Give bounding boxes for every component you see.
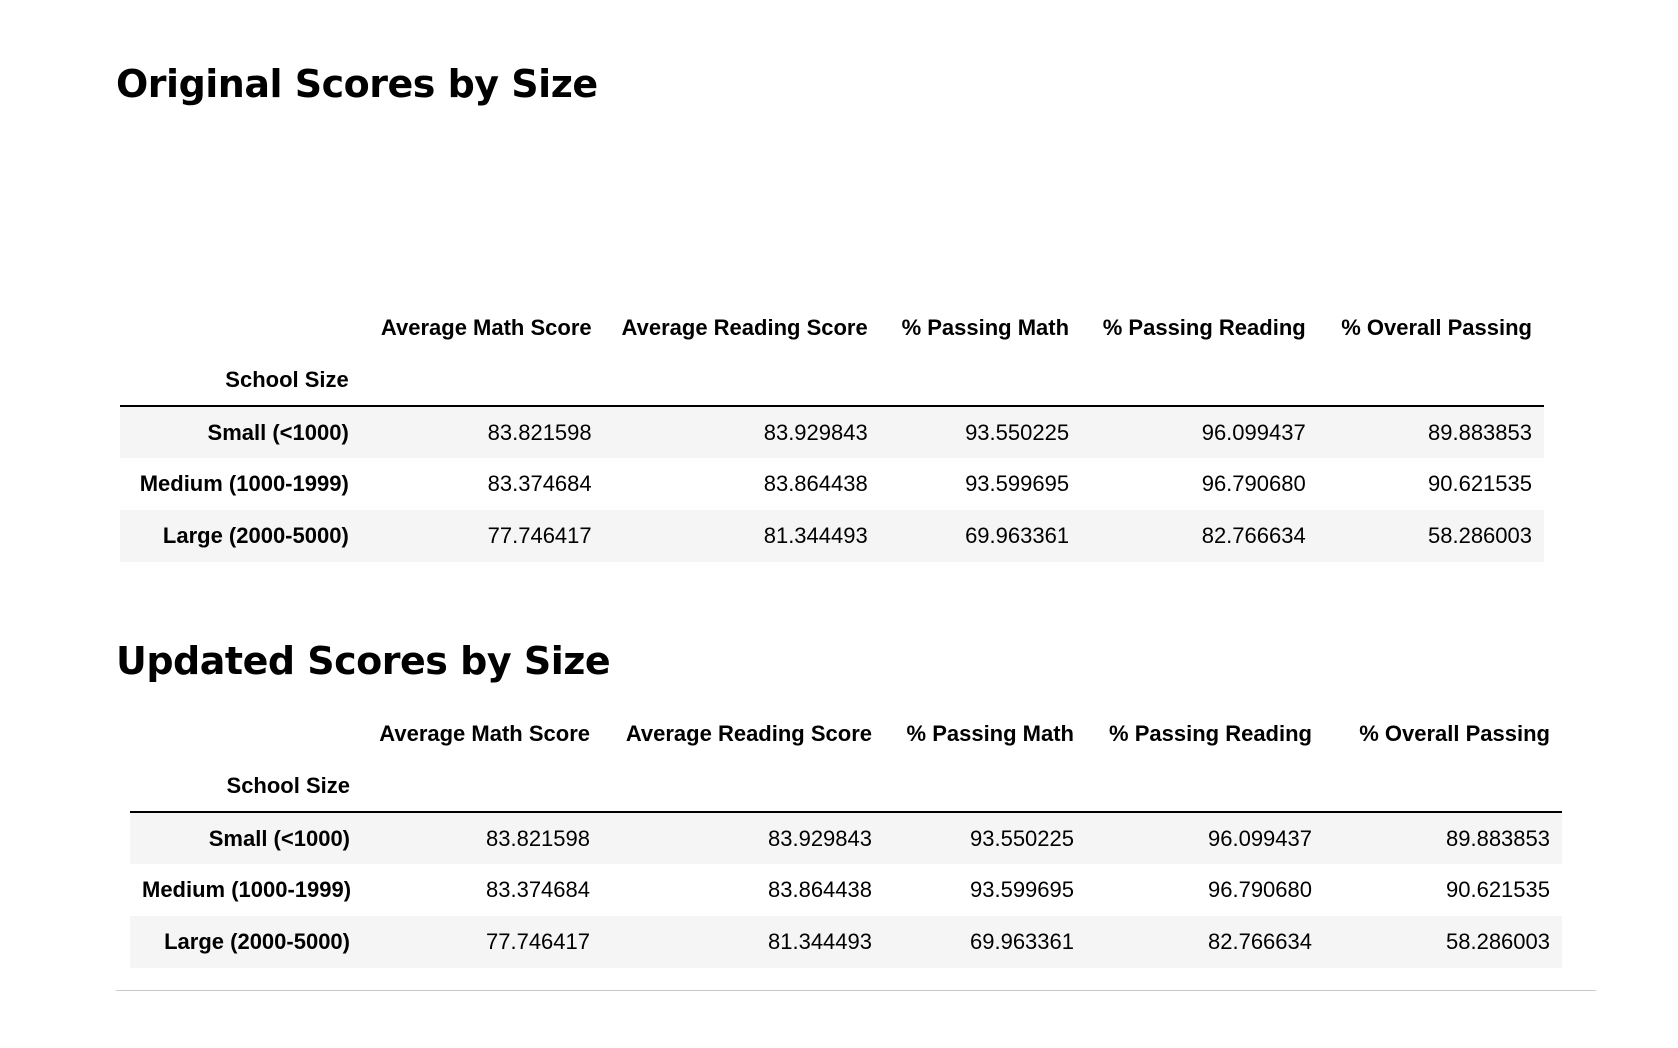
index-header-blank bbox=[130, 708, 362, 760]
row-label: Large (2000-5000) bbox=[164, 929, 350, 954]
table-cell: 93.550225 bbox=[965, 419, 1070, 445]
row-label: Medium (1000-1999) bbox=[139, 471, 349, 496]
table-cell: 93.599695 bbox=[970, 877, 1074, 902]
row-label: Medium (1000-1999) bbox=[142, 877, 352, 902]
table-cell: 81.344493 bbox=[763, 523, 868, 548]
table-cell: 83.374684 bbox=[487, 471, 592, 496]
index-name-header: School Size bbox=[120, 354, 361, 407]
row-label: Small (<1000) bbox=[207, 419, 349, 445]
column-header: Average Reading Score bbox=[625, 721, 872, 746]
original-scores-heading: Original Scores by Size bbox=[116, 62, 598, 106]
table-cell: 82.766634 bbox=[1201, 523, 1306, 548]
table-cell: 69.963361 bbox=[965, 523, 1070, 548]
index-name-header: School Size bbox=[130, 760, 362, 813]
table-cell: 82.766634 bbox=[1208, 929, 1312, 954]
table-cell: 58.286003 bbox=[1428, 523, 1532, 548]
table-cell: 77.746417 bbox=[487, 523, 592, 548]
table-row: Large (2000-5000) 77.746417 81.344493 69… bbox=[130, 916, 1562, 968]
row-label: Large (2000-5000) bbox=[162, 523, 349, 548]
table-cell: 83.821598 bbox=[486, 825, 590, 851]
table-cell: 83.864438 bbox=[768, 877, 872, 902]
table-cell: 83.864438 bbox=[763, 471, 868, 496]
table-cell: 93.550225 bbox=[970, 825, 1074, 851]
column-header: Average Reading Score bbox=[621, 315, 868, 340]
row-label: Small (<1000) bbox=[208, 825, 350, 851]
column-header: % Passing Reading bbox=[1109, 721, 1312, 746]
table-cell: 89.883853 bbox=[1446, 825, 1550, 851]
table-cell: 96.099437 bbox=[1201, 419, 1306, 445]
table-cell: 77.746417 bbox=[486, 929, 590, 954]
index-header-blank bbox=[120, 302, 361, 354]
table-cell: 90.621535 bbox=[1446, 877, 1550, 902]
table-cell: 83.374684 bbox=[486, 877, 590, 902]
table-row: Small (<1000) 83.821598 83.929843 93.550… bbox=[130, 812, 1562, 864]
table-cell: 96.099437 bbox=[1208, 825, 1312, 851]
column-header: % Passing Reading bbox=[1102, 315, 1306, 340]
table-cell: 93.599695 bbox=[965, 471, 1070, 496]
column-header: Average Math Score bbox=[380, 315, 592, 340]
table-cell: 89.883853 bbox=[1428, 419, 1532, 445]
table-cell: 58.286003 bbox=[1446, 929, 1550, 954]
table-cell: 83.929843 bbox=[768, 825, 872, 851]
updated-scores-table: Average Math Score Average Reading Score… bbox=[130, 708, 1562, 968]
table-cell: 83.821598 bbox=[487, 419, 592, 445]
column-header: % Overall Passing bbox=[1359, 721, 1550, 746]
table-cell: 90.621535 bbox=[1428, 471, 1532, 496]
table-cell: 81.344493 bbox=[768, 929, 872, 954]
table-row: Medium (1000-1999) 83.374684 83.864438 9… bbox=[130, 864, 1562, 916]
index-name-row: School Size bbox=[130, 760, 1562, 813]
updated-scores-heading: Updated Scores by Size bbox=[116, 639, 611, 683]
index-name-row: School Size bbox=[120, 354, 1544, 407]
original-scores-table: Average Math Score Average Reading Score… bbox=[120, 302, 1544, 562]
table-cell: 69.963361 bbox=[970, 929, 1074, 954]
column-header: Average Math Score bbox=[379, 721, 590, 746]
column-header: % Overall Passing bbox=[1341, 315, 1532, 340]
table-cell: 96.790680 bbox=[1201, 471, 1306, 496]
table-cell: 96.790680 bbox=[1208, 877, 1312, 902]
table-row: Medium (1000-1999) 83.374684 83.864438 9… bbox=[120, 458, 1544, 510]
column-header: % Passing Math bbox=[906, 721, 1074, 746]
bottom-divider bbox=[116, 990, 1596, 991]
table-cell: 83.929843 bbox=[763, 419, 868, 445]
table-row: Small (<1000) 83.821598 83.929843 93.550… bbox=[120, 406, 1544, 458]
column-header-row: Average Math Score Average Reading Score… bbox=[120, 302, 1544, 354]
table-row: Large (2000-5000) 77.746417 81.344493 69… bbox=[120, 510, 1544, 562]
column-header-row: Average Math Score Average Reading Score… bbox=[130, 708, 1562, 760]
column-header: % Passing Math bbox=[901, 315, 1070, 340]
